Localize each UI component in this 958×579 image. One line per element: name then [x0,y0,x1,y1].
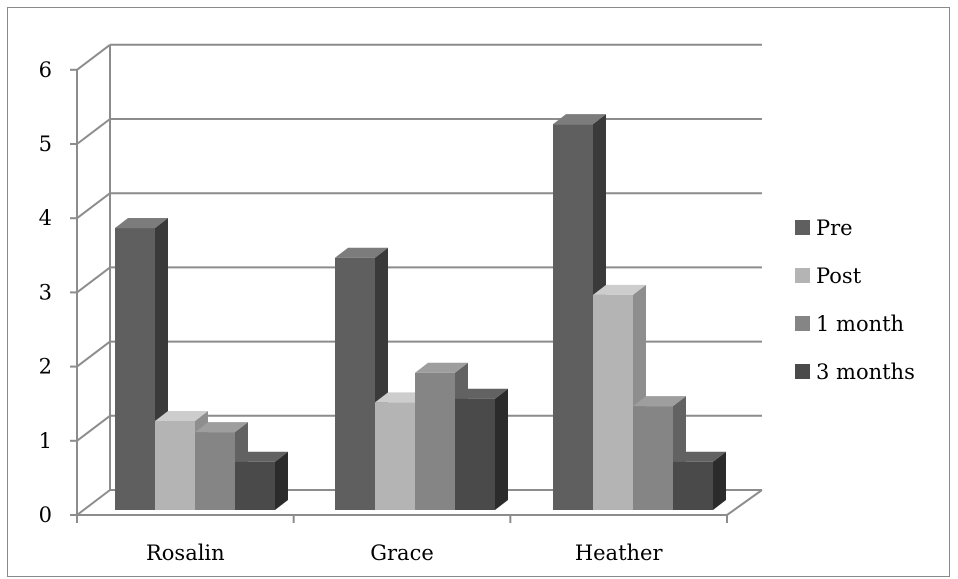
legend-label: 3 months [816,360,915,384]
bar-top [633,396,686,407]
y-tick-label: 4 [39,206,52,230]
bar-top [235,451,288,462]
x-tick-label: Heather [575,541,664,565]
bar-top [375,392,428,403]
axes [70,44,763,523]
bar-front [155,420,195,510]
bar-front [673,461,713,510]
y-tick-label: 0 [39,503,52,527]
bar-front [455,398,495,510]
y-tick-label: 6 [39,58,52,82]
legend-label: 1 month [816,312,904,336]
y-tick-labels: 0 1 2 3 4 5 6 [39,58,52,527]
bar-top [553,114,606,125]
bar-top [195,422,248,433]
x-tick-label: Grace [370,541,434,565]
bar [673,451,726,510]
gridline-diagonal [76,118,111,145]
bar-top [415,362,468,373]
bar-top [673,451,726,462]
gridline-diagonal [76,192,111,219]
bar-front [375,402,415,510]
gridline-diagonal [76,340,111,368]
y-tick-label: 2 [39,355,52,379]
gridline-diagonal [76,44,111,71]
gridline-diagonal [76,489,111,516]
floor-right-edge [726,489,763,516]
bar-side [713,451,726,510]
y-tick-label: 1 [39,429,52,453]
bar-front [335,257,375,510]
y-tick-label: 3 [39,280,52,304]
bar-top [593,284,646,295]
bar-side [495,388,508,510]
bar-side [275,451,288,510]
legend-label: Post [816,264,862,288]
bar-top [455,388,508,399]
legend: Pre Post 1 month 3 months [795,216,915,384]
bar-front [235,461,275,510]
bar-front [415,372,455,510]
bar [235,451,288,510]
legend-swatch [795,364,810,379]
legend-swatch [795,316,810,331]
bars [115,114,726,511]
bar-top [155,410,208,421]
bar-front [593,294,633,510]
x-tick-label: Rosalin [146,541,225,565]
bar [335,247,388,510]
gridline-diagonal [76,266,111,294]
legend-label: Pre [816,216,853,240]
gridline-diagonal [76,415,111,442]
y-tick-label: 5 [39,132,52,156]
bar-top [335,247,388,258]
bar-front [115,228,155,511]
bar-front [195,432,235,510]
bar-top [115,218,168,229]
bar-front [633,406,673,510]
bar [455,388,508,510]
legend-swatch [795,220,810,235]
bar-front [553,124,593,510]
x-tick-labels: Rosalin Grace Heather [146,541,663,565]
legend-swatch [795,268,810,283]
